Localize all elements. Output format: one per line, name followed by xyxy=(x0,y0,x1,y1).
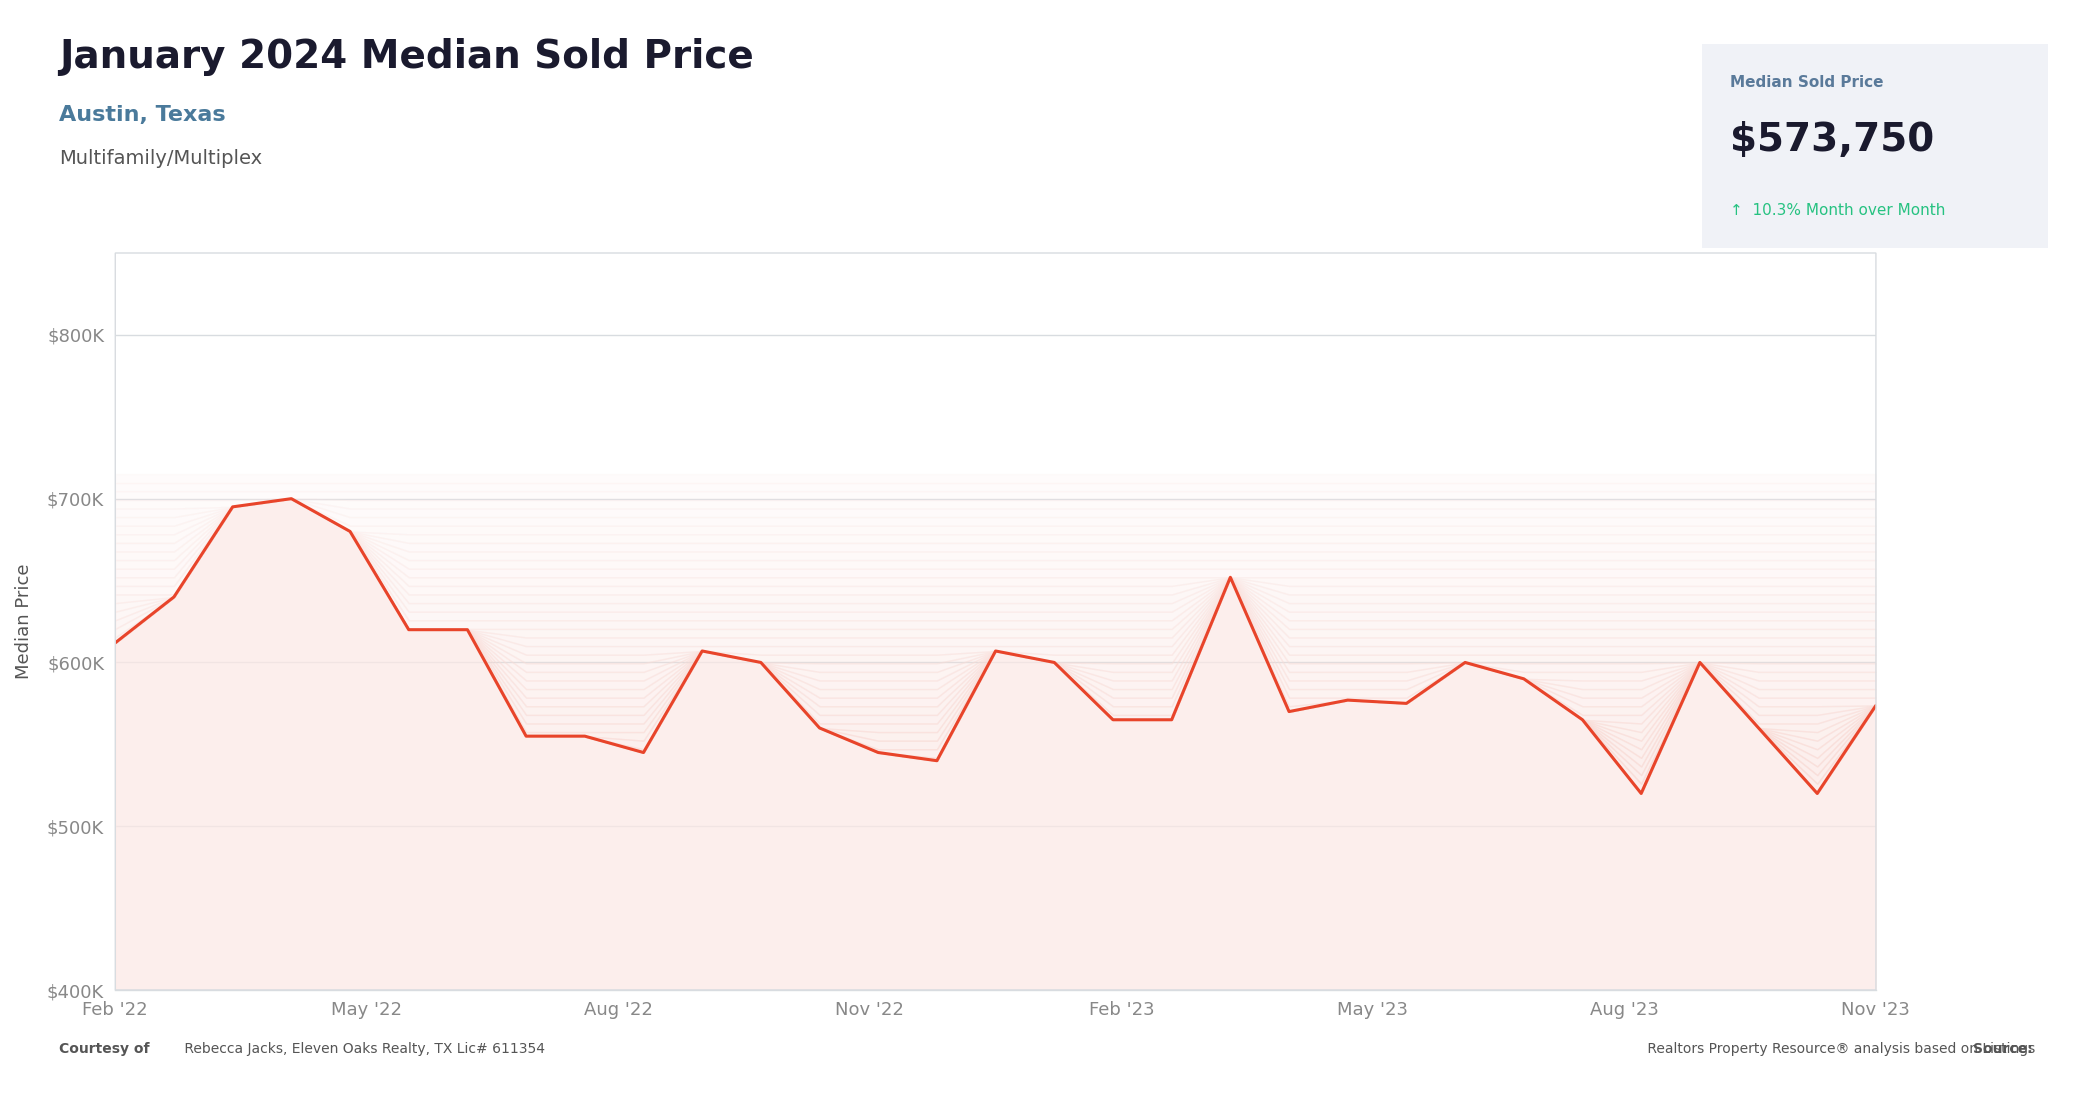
Text: Median Sold Price: Median Sold Price xyxy=(1729,75,1882,89)
Text: Realtors Property Resource® analysis based on Listings: Realtors Property Resource® analysis bas… xyxy=(1643,1042,2035,1056)
Text: Multifamily/Multiplex: Multifamily/Multiplex xyxy=(59,148,262,167)
Text: $573,750: $573,750 xyxy=(1729,121,1935,160)
Text: Rebecca Jacks, Eleven Oaks Realty, TX Lic# 611354: Rebecca Jacks, Eleven Oaks Realty, TX Li… xyxy=(180,1042,545,1056)
Text: Austin, Texas: Austin, Texas xyxy=(59,104,224,124)
FancyBboxPatch shape xyxy=(1687,36,2062,255)
Y-axis label: Median Price: Median Price xyxy=(15,563,34,679)
Text: Source:: Source: xyxy=(1974,1042,2033,1056)
Text: January 2024 Median Sold Price: January 2024 Median Sold Price xyxy=(59,39,752,77)
Text: Courtesy of: Courtesy of xyxy=(59,1042,149,1056)
Text: ↑  10.3% Month over Month: ↑ 10.3% Month over Month xyxy=(1729,202,1945,218)
